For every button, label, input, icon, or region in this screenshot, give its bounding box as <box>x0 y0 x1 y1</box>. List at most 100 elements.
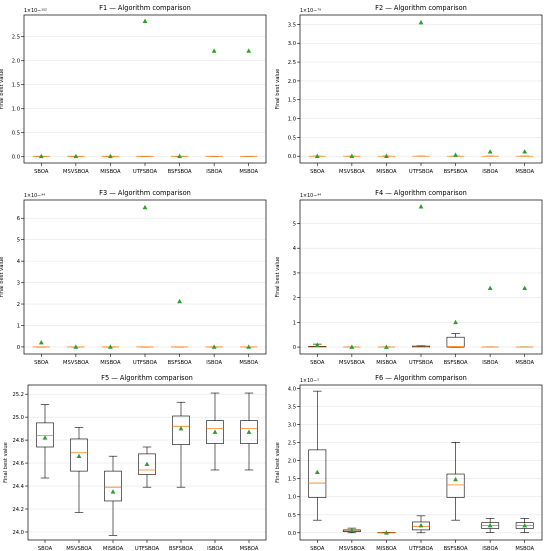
x-tick-label: BSFSBOA <box>168 360 192 366</box>
mean-marker <box>453 152 458 157</box>
box-bsfsboa <box>170 298 189 348</box>
box-utfsboa <box>136 18 154 157</box>
mean-marker <box>211 48 217 53</box>
y-tick-label: 25.0 <box>12 415 24 421</box>
y-tick-label: 4.0 <box>288 387 296 393</box>
chart-panel-2: 0.0 0.5 1.0 1.5 2.0 2.5 3.0 3.5 F2 — Algorithm c… <box>275 4 543 175</box>
mean-marker <box>384 344 389 349</box>
mean-marker <box>314 342 320 347</box>
box-utfsboa <box>412 204 430 348</box>
mean-marker <box>314 469 320 475</box>
box-isboa <box>206 392 224 471</box>
x-tick-label: MISBOA <box>376 546 397 551</box>
y-tick-label: 0.5 <box>12 130 20 136</box>
box-bsfsboa <box>446 319 465 348</box>
box-body <box>36 422 54 448</box>
y-tick-label: 25.2 <box>12 392 24 398</box>
mean-marker <box>453 476 458 482</box>
mean-marker <box>522 149 528 154</box>
y-tick-label: 3.0 <box>288 41 296 47</box>
mean-marker <box>177 153 182 159</box>
y-tick-label: 24.6 <box>12 461 24 467</box>
chart-panel-4: 0 1 2 3 4 5 F4 — Algorithm comparison Final bes… <box>275 189 543 366</box>
y-tick-label: 0.5 <box>288 135 296 141</box>
y-tick-label: 5 <box>293 221 296 227</box>
x-tick-label: UTFSBOA <box>409 546 434 551</box>
mean-marker <box>522 522 528 528</box>
box-body <box>172 415 190 446</box>
axis-exponent-label: 1×10−⁹⁴ <box>24 193 45 199</box>
box-utfsboa <box>136 204 154 348</box>
box-misboa <box>101 344 120 349</box>
x-tick-label: SBOA <box>310 169 325 175</box>
y-tick-label: 24.2 <box>12 507 24 513</box>
x-tick-label: MSVSBOA <box>63 360 89 366</box>
x-tick-label: MSVSBOA <box>63 169 89 175</box>
mean-marker <box>178 426 184 431</box>
box-msvsboa <box>342 527 361 534</box>
box-body <box>446 336 465 348</box>
box-body <box>240 420 258 444</box>
box-bsfsboa <box>446 152 465 157</box>
mean-marker <box>73 344 79 349</box>
y-axis-label: Final best value <box>0 257 5 298</box>
axis-exponent-label: 1×10−⁷⁹ <box>300 8 321 14</box>
chart-title: F5 — Algorithm comparison <box>101 374 193 382</box>
x-tick-label: MSBOA <box>515 546 534 551</box>
mean-marker <box>108 344 113 349</box>
y-tick-label: 0.0 <box>288 154 296 160</box>
x-tick-label: MSBOA <box>515 360 534 366</box>
chart-title: F3 — Algorithm comparison <box>99 189 191 197</box>
y-tick-label: 2.5 <box>12 35 20 41</box>
x-tick-label: MSVSBOA <box>339 169 365 175</box>
mean-marker <box>418 19 424 25</box>
y-axis-label: Final best value <box>3 442 9 483</box>
box-isboa <box>481 149 499 157</box>
mean-marker <box>487 285 493 291</box>
box-utfsboa <box>412 19 430 157</box>
mean-marker <box>349 344 355 349</box>
box-msvsboa <box>343 153 361 159</box>
box-body <box>104 470 122 502</box>
mean-marker <box>144 461 150 467</box>
x-tick-label: MSVSBOA <box>339 360 365 366</box>
x-tick-label: MISBOA <box>376 360 397 366</box>
box-body <box>138 453 156 475</box>
x-tick-label: ISBOA <box>207 546 223 551</box>
y-tick-label: 1.5 <box>288 98 296 104</box>
mean-marker <box>522 285 528 291</box>
mean-marker <box>110 489 116 494</box>
plot-frame <box>299 14 543 164</box>
box-msboa <box>515 518 534 533</box>
y-tick-label: 3 <box>17 281 20 287</box>
x-tick-label: ISBOA <box>482 546 498 551</box>
mean-marker <box>418 522 424 528</box>
chart-panel-6: 0.0 0.5 1.0 1.5 2.0 2.5 3.0 3.5 4.0 F6 — Algorith… <box>275 374 543 551</box>
chart-panel-3: 0 1 2 3 4 5 6 F3 — Algorithm comparison Final be… <box>0 189 267 366</box>
box-msboa <box>240 344 258 349</box>
y-tick-label: 3 <box>293 271 296 277</box>
x-tick-label: ISBOA <box>206 169 222 175</box>
x-tick-label: MSBOA <box>515 169 534 175</box>
plot-frame <box>23 199 267 355</box>
box-msvsboa <box>67 153 85 159</box>
x-tick-label: BSFSBOA <box>168 169 192 175</box>
mean-marker <box>108 153 113 159</box>
x-tick-label: BSFSBOA <box>444 169 468 175</box>
x-tick-label: MSBOA <box>240 546 259 551</box>
box-msboa <box>240 392 258 471</box>
box-sboa <box>308 342 327 348</box>
x-tick-label: BSFSBOA <box>444 360 468 366</box>
y-tick-label: 2.5 <box>288 441 296 447</box>
x-tick-label: ISBOA <box>482 360 498 366</box>
box-body <box>446 473 465 498</box>
mean-marker <box>384 530 389 535</box>
axis-exponent-label: 1×10−¹⁰² <box>24 8 47 14</box>
y-axis-label: Final best value <box>0 69 5 110</box>
chart-title: F1 — Algorithm comparison <box>99 4 191 12</box>
box-bsfsboa <box>446 442 465 521</box>
box-bsfsboa <box>170 153 189 159</box>
mean-marker <box>73 153 79 159</box>
y-axis-label: Final best value <box>275 69 281 110</box>
